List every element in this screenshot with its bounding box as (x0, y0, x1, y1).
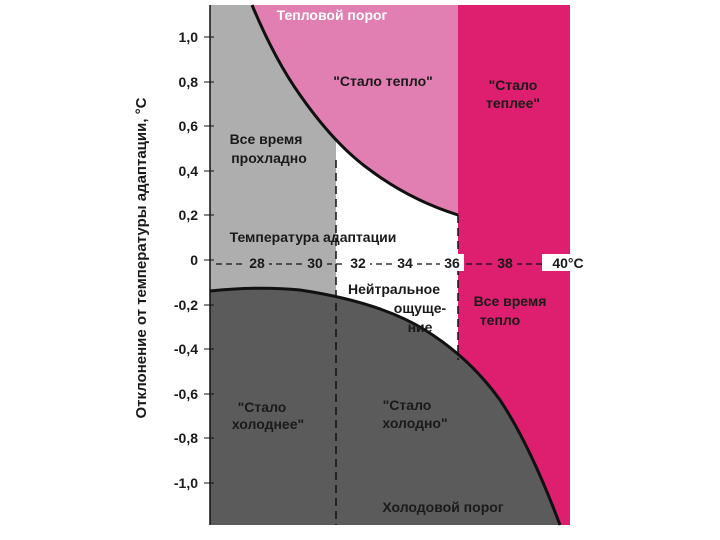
y-tick-label: 0 (190, 252, 198, 268)
y-tick-label: 0,8 (179, 74, 199, 90)
always-cool-label: прохладно (231, 150, 307, 166)
x-tick-backdrop (303, 254, 327, 271)
became-colder-label: холоднее" (232, 416, 304, 432)
region-cold (210, 288, 560, 525)
x-tick-backdrop (440, 254, 464, 271)
y-tick-label: -0,2 (174, 297, 198, 313)
x-tick-label: 38 (497, 255, 513, 271)
y-ticks (204, 36, 214, 484)
y-axis-title: Отклонение от температуры адаптации, °С (133, 97, 150, 418)
y-tick-label: 1,0 (179, 29, 199, 45)
x-tick-backdrop (493, 254, 517, 271)
y-tick-label: -0,6 (174, 386, 198, 402)
x-tick-label: 28 (249, 255, 265, 271)
x-tick-backdrop (542, 254, 594, 271)
x-tick-label: 34 (397, 255, 413, 271)
became-warmer-label: теплее" (486, 95, 540, 111)
became-colder-label: "Стало (238, 399, 287, 415)
always-warm-label: тепло (480, 312, 520, 328)
neutral-sensation-label: ощуще- (394, 300, 447, 316)
neutral-sensation-label: Нейтральное (348, 281, 440, 297)
heat-threshold-curve (250, 4, 459, 217)
y-tick-label: -0,4 (174, 341, 198, 357)
region-became-warm (252, 5, 458, 215)
heat-threshold-label: Тепловой порог (277, 7, 388, 23)
x-tick-backdrop (393, 254, 417, 271)
became-cold-label: "Стало (383, 397, 432, 413)
x-tick-label: 36 (444, 255, 460, 271)
x-axis-title: Температура адаптации (230, 229, 397, 245)
became-warm-label: "Стало тепло" (333, 73, 433, 89)
x-tick-backdrop (245, 254, 269, 271)
always-cool-label: Все время (230, 131, 303, 147)
x-tick-label: 32 (350, 255, 366, 271)
y-tick-label: 0,2 (179, 207, 199, 223)
y-tick-label: 0,6 (179, 118, 199, 134)
x-tick-label: 30 (307, 255, 323, 271)
y-tick-label: 0,4 (179, 163, 199, 179)
always-warm-label: Все время (474, 293, 547, 309)
y-tick-label: -0,8 (174, 430, 198, 446)
x-tick-backdrop (346, 254, 370, 271)
became-cold-label: холодно" (382, 415, 447, 431)
cold-threshold-label: Холодовой порог (382, 499, 503, 515)
cold-threshold-curve (209, 286, 562, 526)
neutral-sensation-label: ние (408, 319, 433, 335)
became-warmer-label: "Стало (489, 77, 538, 93)
y-tick-label: -1,0 (174, 475, 198, 491)
x-tick-label: 40°С (552, 255, 583, 271)
